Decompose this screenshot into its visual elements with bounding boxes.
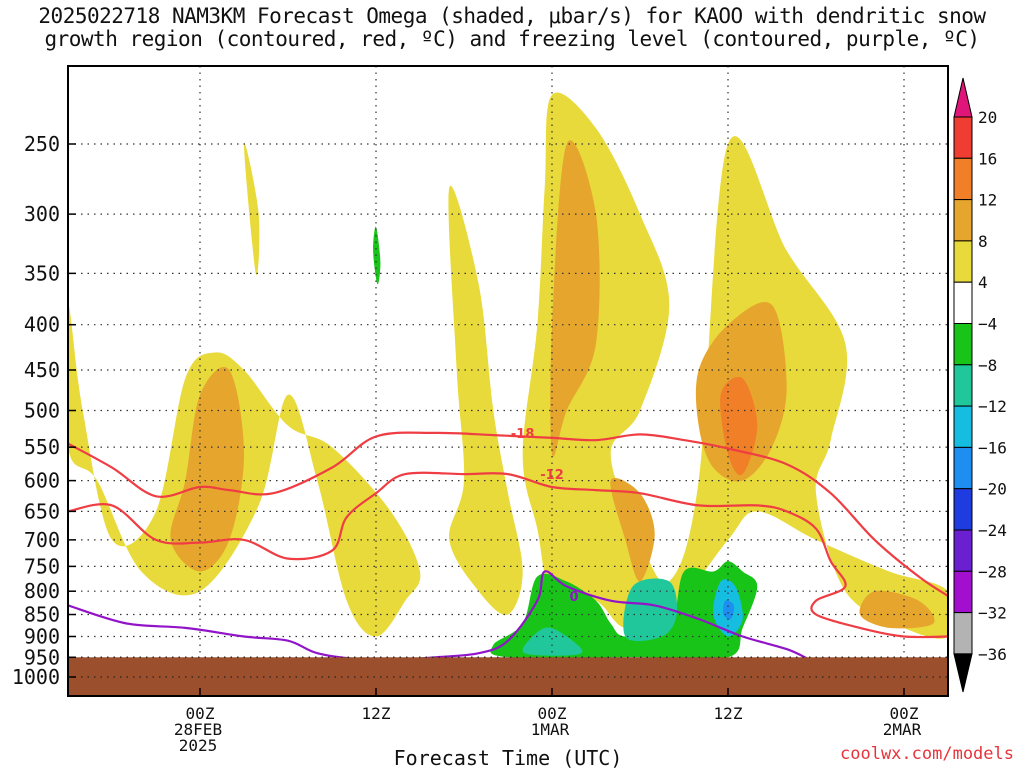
colorbar-label: 8 <box>978 232 988 251</box>
x-tick-label: 2MAR <box>883 720 922 739</box>
colorbar-top-triangle <box>953 77 973 118</box>
y-tick-label: 300 <box>24 202 60 226</box>
x-tick-label: 00Z <box>890 704 919 723</box>
omega-shading <box>68 92 948 660</box>
omega-region-4 <box>448 185 523 615</box>
y-tick-label: 400 <box>24 313 60 337</box>
x-tick-label: 2025 <box>179 736 218 755</box>
omega-region-6 <box>550 140 600 458</box>
freezing-level-contour-0 <box>68 570 810 661</box>
omega-region-12 <box>522 627 583 656</box>
colorbar-swatch-5 <box>953 323 973 366</box>
omega-region-10 <box>859 590 935 629</box>
y-tick-label: 950 <box>24 645 60 669</box>
omega-region-9 <box>720 376 758 476</box>
ground-below-surface <box>68 656 948 696</box>
colorbar-swatch-2 <box>953 199 973 242</box>
colorbar-label: 12 <box>978 191 997 210</box>
plot-frame <box>67 65 949 697</box>
x-tick-label: 12Z <box>362 704 391 723</box>
y-tick-label: 750 <box>24 554 60 578</box>
x-tick-label: 28FEB <box>174 720 222 739</box>
colorbar-swatch-7 <box>953 405 973 448</box>
credit-text: coolwx.com/models <box>840 744 1014 764</box>
dgz-contour-1 <box>68 471 948 639</box>
colorbar-swatch-3 <box>953 240 973 283</box>
y-tick-label: 600 <box>24 469 60 493</box>
colorbar-label: −36 <box>978 645 1007 664</box>
omega-region-2 <box>243 142 260 276</box>
freezing-level-contour-label: 0 <box>569 590 578 605</box>
colorbar-swatch-9 <box>953 488 973 531</box>
chart-title-line-1: 2025022718 NAM3KM Forecast Omega (shaded… <box>38 4 986 28</box>
dgz-contour-0 <box>68 431 948 597</box>
omega-region-7 <box>610 478 655 582</box>
colorbar-swatch-6 <box>953 364 973 407</box>
omega-region-13 <box>623 578 678 642</box>
y-tick-label: 650 <box>24 499 60 523</box>
y-tick-label: 550 <box>24 435 60 459</box>
colorbar-swatch-8 <box>953 446 973 490</box>
colorbar-label: −16 <box>978 438 1007 457</box>
dgz-contour-label: -18 <box>511 427 535 442</box>
colorbar-swatch-1 <box>953 157 973 201</box>
colorbar-label: −28 <box>978 562 1007 581</box>
omega-region-3 <box>373 226 381 285</box>
y-tick-label: 500 <box>24 399 60 423</box>
ground-fill <box>68 657 948 696</box>
y-tick-label: 350 <box>24 261 60 285</box>
colorbar-label: −32 <box>978 604 1007 623</box>
y-tick-label: 850 <box>24 603 60 627</box>
colorbar-swatch-0 <box>953 116 973 159</box>
y-tick-label: 250 <box>24 132 60 156</box>
colorbar-label: −8 <box>978 356 997 375</box>
x-axis-label: Forecast Time (UTC) <box>394 746 623 768</box>
x-tick-label: 12Z <box>714 704 743 723</box>
x-tick-label: 00Z <box>538 704 567 723</box>
colorbar-label: 4 <box>978 273 988 292</box>
colorbar-swatch-12 <box>953 612 973 655</box>
x-tick-label: 00Z <box>186 704 215 723</box>
colorbar: 20 16 12 8 4 −4 −8 −12 −16 −20 −24 −28 −32 −36 <box>953 77 1007 693</box>
colorbar-label: −4 <box>978 315 997 334</box>
y-tick-label: 900 <box>24 624 60 648</box>
colorbar-swatch-10 <box>953 529 973 572</box>
colorbar-label: −24 <box>978 521 1007 540</box>
contour-lines: -18 -12 0 <box>68 427 948 661</box>
y-tick-label: 800 <box>24 579 60 603</box>
omega-region-0 <box>68 304 421 637</box>
grid-lines <box>68 66 948 696</box>
colorbar-label: −12 <box>978 397 1007 416</box>
y-axis: 2503003504004505005506006507007508008509… <box>12 132 76 689</box>
colorbar-bottom-triangle <box>953 653 973 693</box>
dgz-contour-label: -12 <box>540 468 564 483</box>
y-tick-label: 450 <box>24 358 60 382</box>
y-tick-label: 1000 <box>12 665 60 689</box>
colorbar-swatch-4 <box>953 281 973 325</box>
colorbar-label: 20 <box>978 108 997 127</box>
omega-region-1 <box>170 367 244 572</box>
y-tick-label: 700 <box>24 528 60 552</box>
chart-title-line-2: growth region (contoured, red, ºC) and f… <box>44 27 980 51</box>
colorbar-label: −20 <box>978 480 1007 499</box>
colorbar-label: 16 <box>978 149 997 168</box>
colorbar-swatch-11 <box>953 570 973 614</box>
x-tick-label: 1MAR <box>531 720 570 739</box>
